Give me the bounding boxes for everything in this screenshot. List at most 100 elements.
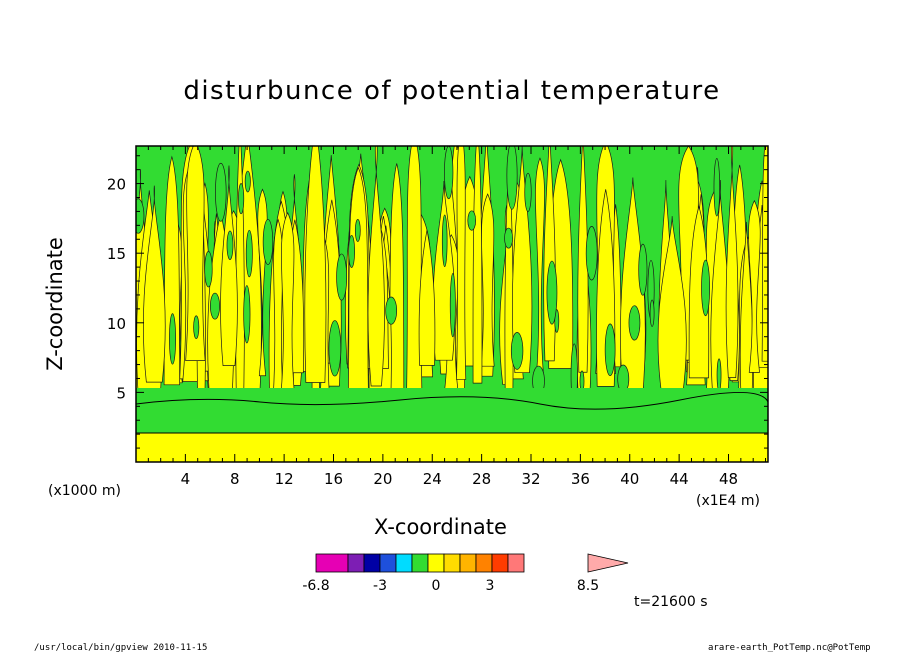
colorbar-cell: [411, 553, 429, 573]
x-ticks: 4 8 12 16 20 24 28 32 36 40 44 48: [147, 146, 767, 488]
footer-left: /usr/local/bin/gpview 2010-11-15: [34, 643, 208, 653]
colorbar-label: 0: [432, 578, 441, 594]
footer-right: arare-earth_PotTemp.nc@PotTemp: [708, 643, 871, 653]
colorbar-label: -6.8: [302, 578, 329, 594]
x-units-left: (x1000 m): [48, 483, 121, 499]
y-tick-label: 15: [107, 245, 126, 263]
streak-yellow: [220, 165, 238, 366]
colorbar-label: -3: [373, 578, 387, 594]
x-tick-label: 24: [423, 470, 442, 488]
streak-yellow: [620, 177, 646, 396]
streak-green: [262, 219, 274, 265]
streak-yellow: [748, 199, 761, 373]
plot-frame: [135, 145, 769, 463]
streak-green: [238, 183, 245, 215]
y-tick-label: 20: [107, 176, 126, 194]
streak-yellow: [725, 146, 739, 378]
streak-green: [604, 323, 616, 376]
streak-yellow: [657, 216, 687, 389]
streak-yellow: [761, 146, 768, 362]
colorbar-cell: [379, 553, 397, 573]
x-units-right: (x1E4 m): [696, 493, 760, 509]
x-tick-label: 48: [719, 470, 738, 488]
contour-field: [136, 146, 768, 462]
streak-green: [716, 358, 722, 392]
x-tick-label: 20: [373, 470, 392, 488]
streak-yellow: [280, 211, 295, 393]
x-tick-label: 28: [472, 470, 491, 488]
x-tick-label: 36: [571, 470, 590, 488]
streak-yellow: [347, 166, 370, 410]
chart-title: disturbunce of potential temperature: [183, 76, 721, 106]
streak-yellow: [367, 146, 385, 387]
streak-yellow: [577, 146, 589, 373]
streak-green: [244, 170, 251, 193]
field-streaks: [136, 146, 768, 410]
streak-green: [243, 285, 251, 344]
colorbar-cell: [507, 553, 525, 573]
streak-green: [348, 234, 355, 268]
streak-green: [546, 260, 558, 325]
streak-green: [638, 243, 648, 296]
streak-green: [226, 230, 234, 260]
streak-green: [524, 172, 532, 212]
contour-line-mid: [136, 392, 768, 410]
streak-green: [385, 296, 398, 325]
x-tick-label: 4: [181, 470, 191, 488]
streak-green: [204, 251, 213, 288]
streak-yellow: [472, 146, 483, 384]
y-axis-label: Z-coordinate: [42, 237, 67, 371]
x-tick-label: 12: [275, 470, 294, 488]
lower-band-green: [136, 388, 768, 434]
streak-green: [585, 226, 598, 281]
x-tick-label: 44: [670, 470, 689, 488]
streak-green: [441, 214, 448, 268]
streak-green: [328, 320, 342, 377]
x-axis-label: X-coordinate: [374, 515, 507, 539]
colorbar-cell: [347, 553, 365, 573]
x-tick-label: 8: [230, 470, 240, 488]
lower-band-yellow: [136, 433, 768, 462]
streak-green: [193, 315, 200, 340]
streak-green: [506, 146, 518, 210]
x-tick-label: 16: [324, 470, 343, 488]
colorbar-cell: [315, 553, 349, 573]
colorbar-label: 8.5: [577, 578, 599, 594]
x-tick-label: 40: [620, 470, 639, 488]
streak-yellow: [304, 146, 327, 383]
streak-yellow: [512, 146, 533, 374]
colorbar-cell: [475, 553, 493, 573]
streak-green: [136, 198, 145, 234]
streak-green: [449, 273, 456, 338]
streak-green: [210, 292, 220, 320]
streak-green: [713, 158, 721, 217]
y-ticks: 5 10 15 20: [107, 155, 768, 449]
colorbar-cell: [363, 553, 381, 573]
colorbar-extend-arrow: [587, 553, 629, 573]
y-tick-label: 5: [116, 384, 126, 402]
colorbar-label: 3: [486, 578, 495, 594]
streak-yellow: [480, 193, 495, 367]
streak-green: [701, 259, 710, 317]
streak-green: [628, 305, 641, 341]
streak-green: [215, 162, 227, 222]
y-tick-label: 10: [107, 315, 126, 333]
streak-yellow: [272, 218, 284, 396]
streak-yellow: [418, 229, 436, 366]
colorbar-cell: [459, 553, 477, 573]
streak-yellow: [389, 163, 405, 402]
streak-green: [169, 313, 176, 365]
timestamp: t=21600 s: [634, 594, 708, 610]
streak-yellow: [405, 146, 423, 409]
x-tick-label: 32: [521, 470, 540, 488]
streak-green: [467, 210, 477, 231]
streak-green: [504, 227, 513, 249]
streak-yellow: [185, 146, 206, 361]
colorbar: -6.8 -3 0 3 8.5: [302, 553, 629, 594]
streak-green: [336, 253, 348, 301]
streak-yellow: [688, 205, 710, 379]
streak-yellow: [535, 157, 545, 379]
colorbar-cell: [491, 553, 509, 573]
streak-yellow: [456, 146, 467, 380]
